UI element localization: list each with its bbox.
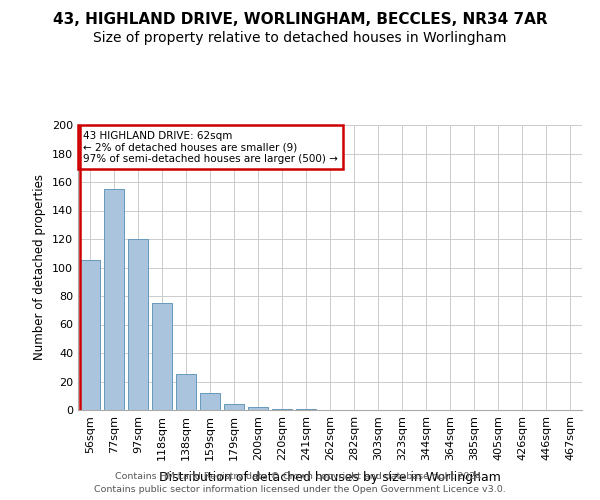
Text: 43, HIGHLAND DRIVE, WORLINGHAM, BECCLES, NR34 7AR: 43, HIGHLAND DRIVE, WORLINGHAM, BECCLES,…	[53, 12, 547, 28]
Bar	[296, 408, 316, 410]
Bar	[272, 408, 292, 410]
Text: Size of property relative to detached houses in Worlingham: Size of property relative to detached ho…	[93, 31, 507, 45]
Y-axis label: Number of detached properties: Number of detached properties	[34, 174, 46, 360]
Bar	[80, 260, 100, 410]
Bar	[200, 393, 220, 410]
Text: Contains public sector information licensed under the Open Government Licence v3: Contains public sector information licen…	[94, 485, 506, 494]
Bar	[176, 374, 196, 410]
Bar	[152, 303, 172, 410]
Text: 43 HIGHLAND DRIVE: 62sqm
← 2% of detached houses are smaller (9)
97% of semi-det: 43 HIGHLAND DRIVE: 62sqm ← 2% of detache…	[83, 130, 338, 164]
Bar	[104, 189, 124, 410]
Bar	[224, 404, 244, 410]
Bar	[248, 407, 268, 410]
Bar	[128, 239, 148, 410]
X-axis label: Distribution of detached houses by size in Worlingham: Distribution of detached houses by size …	[159, 471, 501, 484]
Text: Contains HM Land Registry data © Crown copyright and database right 2024.: Contains HM Land Registry data © Crown c…	[115, 472, 485, 481]
